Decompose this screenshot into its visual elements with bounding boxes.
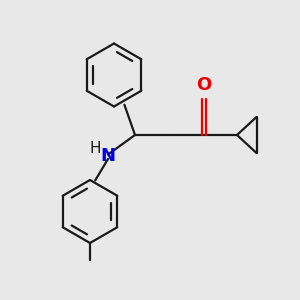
Text: H: H xyxy=(90,141,101,156)
Text: N: N xyxy=(100,147,116,165)
Text: O: O xyxy=(196,76,211,94)
